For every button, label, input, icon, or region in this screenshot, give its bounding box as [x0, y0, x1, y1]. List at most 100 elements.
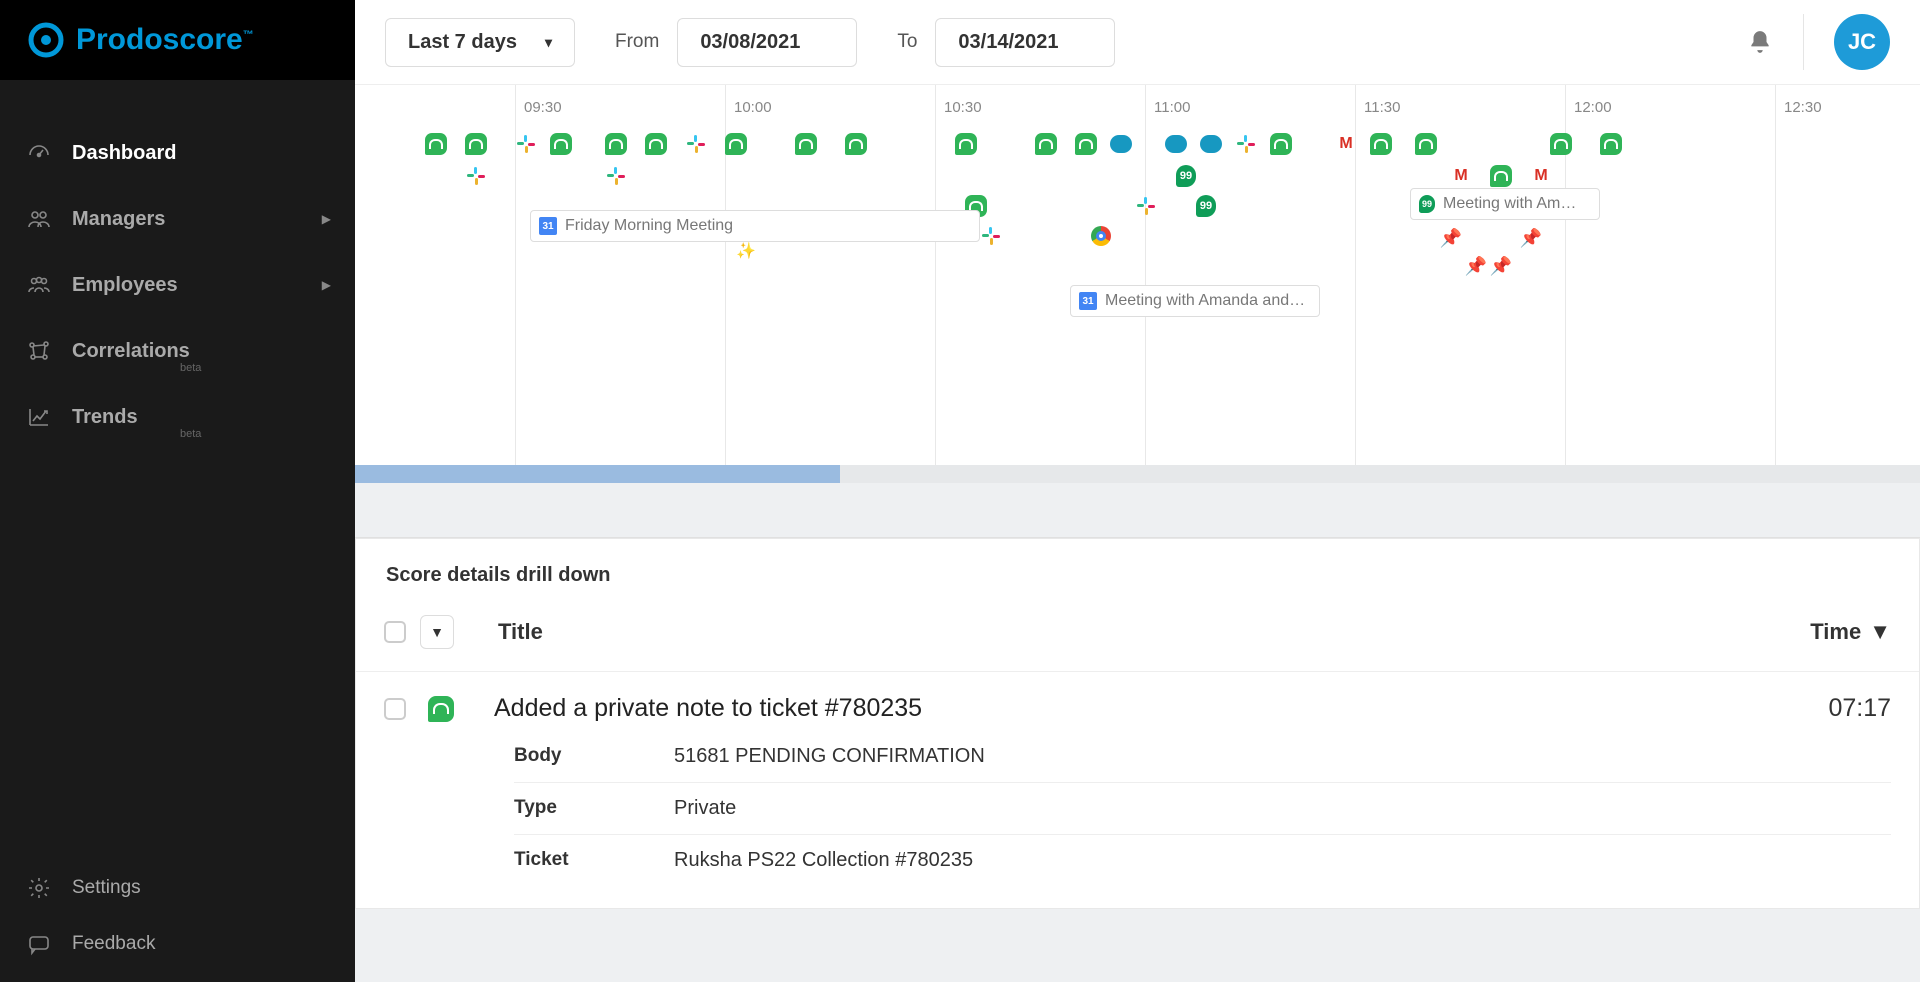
- bell-icon[interactable]: [1747, 28, 1773, 56]
- detail-line: Body51681 PENDING CONFIRMATION: [514, 745, 1891, 782]
- gmail-icon[interactable]: M: [1339, 135, 1352, 153]
- row-checkbox[interactable]: [384, 698, 406, 720]
- gmail-icon[interactable]: M: [1534, 167, 1547, 185]
- timeline-panel: 09:3010:0010:3011:0011:3012:0012:30M99MM…: [355, 85, 1920, 483]
- row-details: Body51681 PENDING CONFIRMATIONTypePrivat…: [514, 745, 1891, 886]
- nav-label: Settings: [72, 877, 141, 899]
- activity-icon[interactable]: [845, 133, 867, 155]
- pin-icon[interactable]: 📌: [1490, 256, 1512, 277]
- calendar-event[interactable]: 31Friday Morning Meeting: [530, 210, 980, 242]
- activity-icon[interactable]: [605, 133, 627, 155]
- gmail-icon[interactable]: M: [1454, 167, 1467, 185]
- activity-icon[interactable]: [465, 133, 487, 155]
- chevron-right-icon: ▶: [322, 278, 331, 292]
- activity-icon[interactable]: [725, 133, 747, 155]
- row-time: 07:17: [1828, 694, 1891, 723]
- slack-icon[interactable]: [981, 226, 1001, 246]
- activity-icon[interactable]: [1370, 133, 1392, 155]
- timeline-scrollbar[interactable]: [355, 465, 1920, 483]
- detail-line: TypePrivate: [514, 782, 1891, 834]
- expand-all-button[interactable]: ▼: [420, 615, 454, 649]
- select-all-checkbox[interactable]: [384, 621, 406, 643]
- activity-icon[interactable]: [1075, 133, 1097, 155]
- activity-icon[interactable]: [1550, 133, 1572, 155]
- drill-row[interactable]: Added a private note to ticket #780235 07…: [356, 672, 1919, 908]
- date-range-select[interactable]: Last 7 days ▾: [385, 18, 575, 67]
- sidebar-item-correlations[interactable]: Correlationsbeta: [0, 318, 355, 384]
- chevron-down-icon: ▾: [545, 34, 552, 51]
- chat-icon: [24, 931, 54, 957]
- sidebar-item-settings[interactable]: Settings: [0, 860, 355, 916]
- time-label: 10:00: [734, 99, 772, 116]
- time-label: 10:30: [944, 99, 982, 116]
- column-time[interactable]: Time▼: [1810, 619, 1891, 645]
- salesforce-icon[interactable]: [1200, 135, 1222, 153]
- slack-icon[interactable]: [466, 166, 486, 186]
- main-nav: DashboardManagers▶ Employees ▶ Correlations…: [0, 80, 355, 860]
- slack-icon[interactable]: [686, 134, 706, 154]
- to-label: To: [897, 31, 917, 53]
- pin-icon[interactable]: 📌: [1520, 228, 1542, 249]
- row-title: Added a private note to ticket #780235: [494, 694, 922, 723]
- time-label: 09:30: [524, 99, 562, 116]
- slack-icon[interactable]: [1236, 134, 1256, 154]
- timeline[interactable]: 09:3010:0010:3011:0011:3012:0012:30M99MM…: [425, 85, 1920, 465]
- slack-icon[interactable]: [606, 166, 626, 186]
- sidebar-item-employees[interactable]: Employees ▶: [0, 252, 355, 318]
- activity-icon[interactable]: [1415, 133, 1437, 155]
- salesforce-icon[interactable]: [1165, 135, 1187, 153]
- slack-icon[interactable]: [1136, 196, 1156, 216]
- activity-icon[interactable]: [795, 133, 817, 155]
- calendar-icon: 31: [1079, 292, 1097, 310]
- activity-icon[interactable]: [1270, 133, 1292, 155]
- calendar-icon: 31: [539, 217, 557, 235]
- calendar-event[interactable]: 99 Meeting with Am…: [1410, 188, 1600, 220]
- logo-text: Prodoscore™: [76, 23, 254, 57]
- nav-label: Managers: [72, 208, 165, 231]
- nav-bottom: Settings Feedback: [0, 860, 355, 982]
- logo[interactable]: Prodoscore™: [0, 0, 355, 80]
- slack-icon[interactable]: [516, 134, 536, 154]
- sidebar-item-dashboard[interactable]: Dashboard: [0, 120, 355, 186]
- from-date-group: From 03/08/2021: [615, 18, 857, 67]
- drilldown-header: ▼ Title Time▼: [356, 605, 1919, 672]
- main: Last 7 days ▾ From 03/08/2021 To 03/14/2…: [355, 0, 1920, 982]
- time-column: 10:30: [935, 85, 936, 465]
- activity-icon[interactable]: [550, 133, 572, 155]
- sidebar-item-managers[interactable]: Managers▶: [0, 186, 355, 252]
- sidebar-item-trends[interactable]: Trendsbeta: [0, 384, 355, 450]
- hangouts-icon[interactable]: 99: [1176, 165, 1196, 187]
- drilldown-heading: Score details drill down: [356, 539, 1919, 605]
- nav-label: Employees: [72, 274, 178, 297]
- activity-icon[interactable]: [955, 133, 977, 155]
- to-date-input[interactable]: 03/14/2021: [935, 18, 1115, 67]
- drilldown-panel: Score details drill down ▼ Title Time▼ A…: [355, 538, 1920, 909]
- hangouts-icon: 99: [1419, 195, 1435, 213]
- chrome-icon[interactable]: [1091, 226, 1111, 246]
- activity-icon[interactable]: [1490, 165, 1512, 187]
- activity-icon[interactable]: [1600, 133, 1622, 155]
- salesforce-icon[interactable]: [1110, 135, 1132, 153]
- detail-value: Ruksha PS22 Collection #780235: [674, 849, 973, 872]
- from-date-input[interactable]: 03/08/2021: [677, 18, 857, 67]
- time-column: 12:30: [1775, 85, 1776, 465]
- calendar-event[interactable]: 31Meeting with Amanda and…: [1070, 285, 1320, 317]
- sparkle-icon[interactable]: ✨: [736, 241, 756, 261]
- time-label: 12:00: [1574, 99, 1612, 116]
- sidebar-item-feedback[interactable]: Feedback: [0, 916, 355, 972]
- to-date-group: To 03/14/2021: [897, 18, 1115, 67]
- pin-icon[interactable]: 📌: [1465, 256, 1487, 277]
- column-title[interactable]: Title: [498, 619, 543, 645]
- time-label: 11:30: [1364, 99, 1400, 116]
- activity-icon: [428, 696, 454, 722]
- user-avatar[interactable]: JC: [1834, 14, 1890, 70]
- content: 09:3010:0010:3011:0011:3012:0012:30M99MM…: [355, 85, 1920, 982]
- activity-icon[interactable]: [1035, 133, 1057, 155]
- hangouts-icon[interactable]: 99: [1196, 195, 1216, 217]
- activity-icon[interactable]: [645, 133, 667, 155]
- activity-icon[interactable]: [425, 133, 447, 155]
- scrollbar-thumb[interactable]: [355, 465, 840, 483]
- pin-icon[interactable]: 📌: [1440, 228, 1462, 249]
- detail-key: Type: [514, 797, 674, 820]
- event-label: Meeting with Am…: [1443, 195, 1576, 213]
